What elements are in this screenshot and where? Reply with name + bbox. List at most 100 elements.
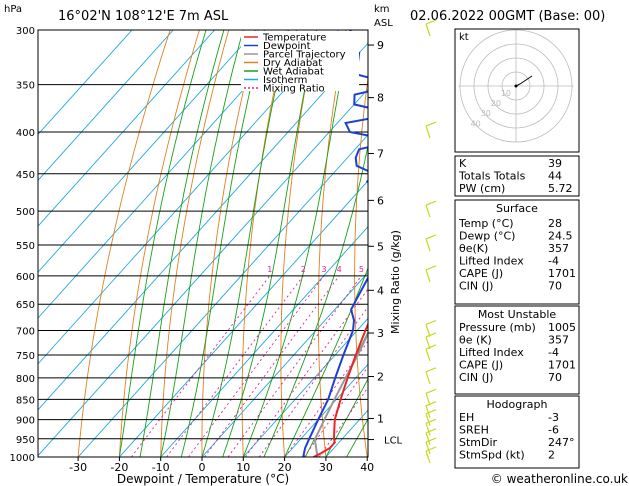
wind-barb-flag <box>425 418 437 424</box>
legend-entry: Isotherm <box>263 75 307 86</box>
pressure-tick-label: 300 <box>16 26 35 37</box>
x-tick-label: -10 <box>152 461 170 474</box>
plot-frame <box>37 29 369 458</box>
km-tick-label: 4 <box>377 284 384 297</box>
wind-barb-flag <box>425 200 437 206</box>
wind-barb <box>425 413 431 426</box>
isotherm-line <box>38 30 133 136</box>
pressure-tick-label: 950 <box>16 435 35 446</box>
mixing-ratio-labels: 1 2 3 4 5 8 10 15 20 25 <box>267 265 420 274</box>
hodograph-frame <box>454 28 580 153</box>
surface-label: CAPE (J) <box>459 267 503 280</box>
wind-barb <box>425 450 431 464</box>
most-unstable-label: CIN (J) <box>459 371 493 384</box>
datetime-title: 02.06.2022 00GMT (Base: 00) <box>410 9 605 24</box>
legend-entry: Temperature <box>262 33 326 44</box>
wind-barbs <box>425 19 437 464</box>
hodograph-stat-value: 247° <box>548 436 575 449</box>
mixing-ratio-label: 2 <box>301 265 306 274</box>
hodograph-stat-value: 2 <box>548 449 555 462</box>
pressure-tick-label: 800 <box>16 374 35 385</box>
most-unstable-box <box>454 305 580 395</box>
isotherm-line <box>38 30 215 227</box>
wind-barb <box>425 405 431 418</box>
wind-barb-flag <box>425 388 437 394</box>
isotherm-line <box>38 30 298 319</box>
wind-barb-flag <box>425 234 437 240</box>
wind-barb <box>425 23 431 37</box>
index-label: PW (cm) <box>459 182 505 195</box>
surface-label: θe(K) <box>459 242 488 255</box>
most-unstable-label: Pressure (mb) <box>459 321 536 334</box>
x-tick-label: -30 <box>69 461 87 474</box>
hodograph-ring-label: 20 <box>491 99 501 108</box>
km-label: km <box>374 4 390 15</box>
most-unstable-value: -4 <box>548 346 559 359</box>
most-unstable-value: 1701 <box>548 359 576 372</box>
most-unstable-label: Lifted Index <box>459 346 524 359</box>
hpa-label: hPa <box>4 4 22 15</box>
wind-barb-flag <box>425 121 437 127</box>
x-tick-label: -20 <box>110 461 128 474</box>
stability-panel: K 39 Totals Totals 44 PW (cm) 5.72 Surface Temp… <box>454 155 580 469</box>
km-tick-label: 1 <box>377 412 384 425</box>
mixing-ratio-line <box>284 340 368 457</box>
dewpoint-line <box>302 30 368 457</box>
isotherm-line <box>38 30 174 182</box>
surface-value: 70 <box>548 280 562 293</box>
hodograph-stat-value: -6 <box>548 424 559 437</box>
hodograph-stat-label: SREH <box>459 424 489 437</box>
legend-entry: Parcel Trajectory <box>263 50 346 61</box>
wind-barb-flag <box>425 401 437 407</box>
isotherm-line <box>119 180 368 457</box>
wind-barb-flag <box>425 437 437 443</box>
km-tick-label: 3 <box>377 327 384 340</box>
isotherm-line <box>242 317 368 457</box>
isotherm-line <box>77 134 368 457</box>
legend-entry: Wet Adiabat <box>263 67 324 78</box>
pressure-tick-label: 550 <box>16 241 35 252</box>
pressure-tick-label: 350 <box>16 81 35 92</box>
wet-adiabat-line <box>160 30 244 457</box>
km-tick-label: 8 <box>377 92 384 105</box>
wind-barb-flag <box>425 19 437 25</box>
lcl-label: LCL <box>384 436 403 447</box>
most-unstable-title: Most Unstable <box>478 308 557 321</box>
hodograph-ring-label: 30 <box>481 109 491 118</box>
dry-adiabat-line <box>241 30 288 457</box>
index-label: K <box>459 157 467 170</box>
legend-entry: Dewpoint <box>263 41 311 52</box>
surface-value: 24.5 <box>548 230 573 243</box>
mixing-ratio-label: 15 <box>410 265 420 274</box>
hodograph-ring-label: 10 <box>501 89 511 98</box>
isotherm-line <box>38 30 257 273</box>
dry-adiabat-lines <box>77 30 368 457</box>
surface-label: Lifted Index <box>459 255 524 268</box>
pressure-tick-label: 1000 <box>10 453 35 464</box>
wind-barb <box>425 269 431 283</box>
wind-barb-flag <box>425 446 437 452</box>
x-axis-title: Dewpoint / Temperature (°C) <box>117 472 289 486</box>
wind-barb-flag <box>425 344 437 350</box>
isotherm-line <box>201 271 368 457</box>
surface-label: Temp (°C) <box>458 217 514 230</box>
index-value: 39 <box>548 157 562 170</box>
pressure-tick-label: 400 <box>16 128 35 139</box>
wind-barb <box>425 204 431 218</box>
km-tick-label: 5 <box>377 240 384 253</box>
dry-adiabat-line <box>280 30 317 457</box>
legend-entry: Mixing Ratio <box>263 84 325 95</box>
mixing-ratio-line <box>258 306 368 457</box>
pressure-tick-label: 750 <box>16 351 35 362</box>
wind-barb <box>425 432 431 445</box>
mixing-ratio-line <box>166 275 304 457</box>
km-tick-label: 9 <box>377 39 384 52</box>
temperature-line <box>313 321 368 457</box>
wind-barb-flag <box>425 428 437 434</box>
asl-label: ASL <box>374 18 393 29</box>
surface-label: CIN (J) <box>459 280 493 293</box>
indices-box <box>454 155 580 197</box>
pressure-tick-label: 600 <box>16 272 35 283</box>
dry-adiabat-line <box>201 30 259 457</box>
